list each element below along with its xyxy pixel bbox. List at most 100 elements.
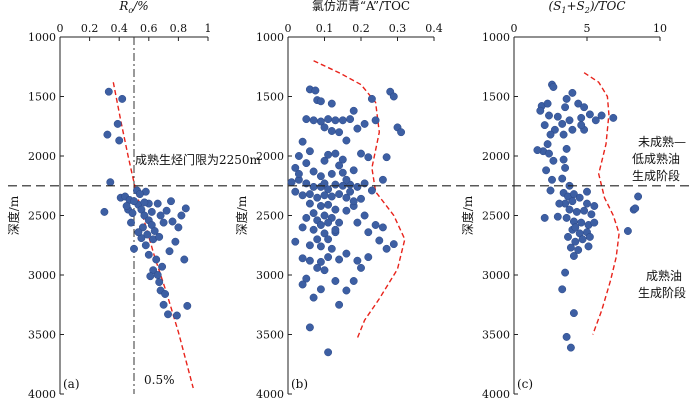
stage-lower-line-1: 成熟油 <box>646 268 682 283</box>
data-point <box>324 200 333 209</box>
data-point <box>631 204 640 213</box>
data-point <box>294 169 303 178</box>
data-point <box>587 210 596 219</box>
data-point <box>349 197 358 206</box>
data-point <box>174 223 183 232</box>
data-point <box>298 254 307 263</box>
data-point <box>577 113 586 122</box>
data-point <box>349 166 358 175</box>
data-point <box>144 250 153 259</box>
data-point <box>320 211 329 220</box>
data-point <box>375 236 384 245</box>
data-point <box>549 83 558 91</box>
panel-b: 0 0.1 0.2 0.3 0.4 1000 1500 2000 2500 3000 3500 400… <box>234 0 443 401</box>
x-axis-title: 氯仿沥青“A”/TOC <box>312 0 410 13</box>
data-point <box>127 218 135 227</box>
data-point <box>331 205 340 214</box>
data-point <box>597 111 606 120</box>
data-point <box>566 243 575 252</box>
data-point <box>574 246 583 254</box>
y-tick-label: 2000 <box>256 150 284 163</box>
stage-upper-line-1: 未成熟— <box>638 134 686 149</box>
data-point <box>364 153 373 162</box>
data-point <box>545 111 553 120</box>
data-point <box>155 232 164 241</box>
data-point <box>360 119 369 128</box>
data-point <box>305 256 314 265</box>
data-point <box>324 115 333 124</box>
data-point <box>543 99 552 108</box>
x-tick-label: 0.6 <box>140 22 158 35</box>
data-point <box>298 223 307 232</box>
data-point <box>305 147 314 156</box>
x-tick-label: 0 <box>511 22 518 35</box>
data-point <box>571 237 580 246</box>
y-tick-label: 4000 <box>482 388 510 401</box>
data-point <box>316 257 325 266</box>
data-point <box>559 130 568 139</box>
data-point <box>320 123 329 132</box>
data-point <box>287 178 296 187</box>
data-point <box>291 163 300 172</box>
panel-label: (c) <box>517 377 533 391</box>
data-point <box>342 286 351 295</box>
x-tick-label: 0 <box>57 22 64 35</box>
data-point <box>159 300 168 309</box>
data-point <box>106 178 115 187</box>
data-point <box>135 190 144 199</box>
data-point <box>171 237 180 246</box>
data-point <box>536 106 545 115</box>
data-point <box>130 197 138 206</box>
data-point <box>357 263 365 272</box>
data-point <box>338 155 347 164</box>
y-tick-label: 3500 <box>482 329 510 342</box>
stage-upper-line-3: 生成阶段 <box>632 168 680 183</box>
data-point <box>118 94 127 103</box>
x-tick-label: 0.2 <box>81 22 99 35</box>
data-point <box>320 266 329 275</box>
data-point <box>327 192 336 201</box>
data-point <box>585 110 594 119</box>
data-point <box>298 280 307 289</box>
y-tick-label: 3000 <box>482 269 510 282</box>
data-point <box>561 268 570 277</box>
data-point <box>309 293 318 302</box>
data-point <box>316 242 325 251</box>
y-tick-label: 3500 <box>256 329 284 342</box>
data-point <box>309 116 318 125</box>
data-point <box>313 193 322 202</box>
data-point <box>583 187 591 196</box>
data-point <box>542 166 551 175</box>
y-axis-title: 深度/m <box>460 195 475 235</box>
data-point <box>568 88 577 97</box>
data-point <box>172 311 181 320</box>
data-point <box>577 218 586 227</box>
data-point <box>316 117 325 126</box>
data-point <box>569 309 578 318</box>
y-tick-label: 1500 <box>256 91 284 104</box>
data-point <box>309 182 318 191</box>
panel-label: (b) <box>291 377 308 391</box>
y-tick-label: 1000 <box>28 31 56 44</box>
data-point <box>140 198 149 207</box>
data-point <box>309 225 318 234</box>
x-tick-label: 0.2 <box>352 22 370 35</box>
data-point <box>316 97 325 106</box>
data-point <box>316 202 325 210</box>
data-point <box>113 119 122 128</box>
data-point <box>313 263 322 272</box>
data-point <box>580 103 589 112</box>
stage-upper-line-2: 低成熟油 <box>632 151 680 166</box>
data-point <box>164 310 172 319</box>
y-tick-label: 2000 <box>28 150 56 163</box>
data-point <box>357 149 365 158</box>
y-tick-label: 1500 <box>28 91 56 104</box>
data-point <box>335 300 344 309</box>
data-point <box>122 202 131 210</box>
data-point <box>564 232 572 241</box>
data-point <box>104 87 113 96</box>
data-point <box>349 277 358 285</box>
data-point <box>578 235 587 244</box>
ro-threshold-label: 0.5% <box>144 373 175 387</box>
